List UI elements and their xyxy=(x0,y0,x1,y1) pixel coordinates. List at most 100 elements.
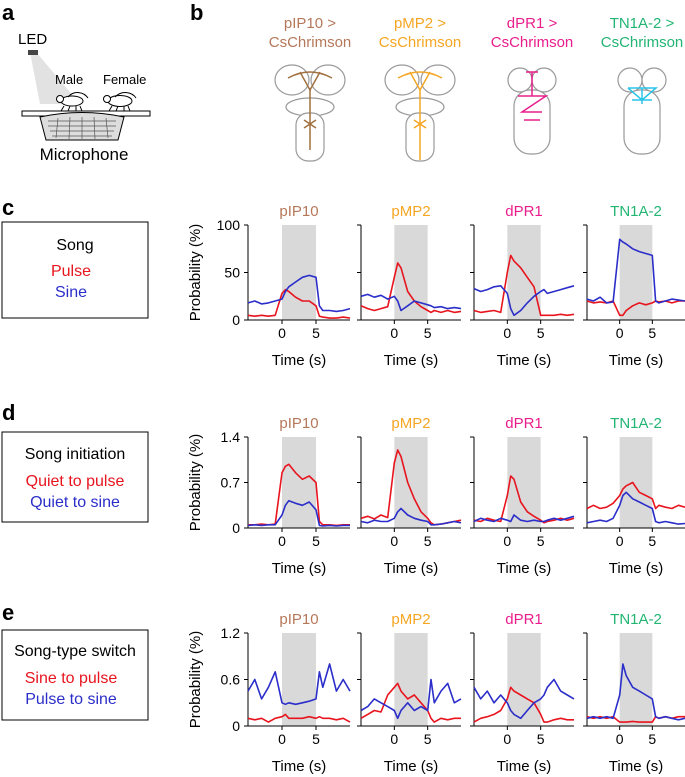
stimulus-window xyxy=(394,633,428,726)
neuron-descending-tract xyxy=(303,88,317,150)
x-tick-label: 0 xyxy=(503,731,511,747)
stimulus-window xyxy=(619,633,653,726)
legend-box xyxy=(1,629,149,721)
x-tick-label: 0 xyxy=(390,325,398,341)
x-tick-label: 0 xyxy=(390,533,398,549)
chart-title: TN1A-2 xyxy=(610,611,662,628)
chart-title: dPR1 xyxy=(505,415,543,432)
genotype-title-line2: CsChrimson xyxy=(601,34,684,51)
chart-title: TN1A-2 xyxy=(610,203,662,220)
legend-red-entry: Pulse xyxy=(51,263,91,280)
genotype-2: dPR1 > CsChrimson xyxy=(491,15,573,155)
y-tick-label: 0 xyxy=(232,718,240,734)
series-line-red xyxy=(360,262,462,314)
x-axis-label: Time (s) xyxy=(272,758,326,775)
x-tick-label: 0 xyxy=(278,731,286,747)
series-line-red xyxy=(586,481,685,510)
y-axis-label: Probability (%) xyxy=(187,434,204,532)
chart-title: pIP10 xyxy=(279,203,318,220)
chart-panel-0: pIP10 0 0.6 1.2 0 5 Time (s) xyxy=(221,611,351,775)
x-tick-label: 5 xyxy=(424,325,432,341)
x-axis-label: Time (s) xyxy=(609,758,663,775)
series-line-red xyxy=(473,254,575,317)
x-tick-label: 0 xyxy=(278,533,286,549)
led-light-beam xyxy=(30,52,80,104)
genotype-1: pMP2 > CsChrimson xyxy=(379,15,462,162)
panel-letter-d: d xyxy=(2,400,15,425)
x-tick-label: 0 xyxy=(616,731,624,747)
legend-blue-entry: Sine xyxy=(55,284,87,301)
chart-title: pIP10 xyxy=(279,415,318,432)
chart-title: dPR1 xyxy=(505,203,543,220)
male-label: Male xyxy=(55,72,83,87)
series-line-blue xyxy=(360,678,462,720)
chart-panel-2: dPR1 0 5 Time (s) xyxy=(470,203,575,369)
legend-title: Song initiation xyxy=(25,446,126,463)
x-axis-label: Time (s) xyxy=(497,758,551,775)
y-tick-label: 50 xyxy=(224,265,240,281)
legend-blue-entry: Pulse to sine xyxy=(25,691,117,708)
male-fly-icon xyxy=(56,92,89,112)
y-axis-label: Probability (%) xyxy=(187,224,204,322)
legend-title: Song-type switch xyxy=(14,643,136,660)
genotype-title-line2: CsChrimson xyxy=(379,34,462,51)
legend-d: Song initiation Quiet to pulse Quiet to … xyxy=(1,431,149,523)
y-tick-label: 0.6 xyxy=(221,672,241,688)
x-tick-label: 0 xyxy=(616,325,624,341)
y-tick-label: 0.7 xyxy=(221,475,241,491)
chart-panel-2: dPR1 0 5 Time (s) xyxy=(470,611,575,775)
x-tick-label: 5 xyxy=(312,325,320,341)
x-axis-label: Time (s) xyxy=(497,560,551,577)
series-line-red xyxy=(247,288,351,319)
female-fly-icon xyxy=(103,92,137,112)
x-tick-label: 5 xyxy=(312,731,320,747)
series-line-red xyxy=(473,686,574,723)
chart-title: TN1A-2 xyxy=(610,415,662,432)
series-line-blue xyxy=(247,274,351,313)
panel-letter-a: a xyxy=(2,0,15,25)
legend-title: Song xyxy=(56,237,93,254)
neuron-projection xyxy=(627,87,659,104)
neuron-arbor xyxy=(518,71,549,121)
chart-panel-3: TN1A-2 0 5 Time (s) xyxy=(583,611,685,775)
neuron-projection xyxy=(518,71,549,121)
genotype-0: pIP10 > CsChrimson xyxy=(269,15,352,162)
series-line-red xyxy=(247,713,351,723)
female-label: Female xyxy=(103,72,146,87)
chart-panel-0: pIP10 0 0.7 1.4 0 5 Time (s) xyxy=(221,415,350,577)
series-line-blue xyxy=(247,663,351,706)
neuron-arbor xyxy=(627,87,659,104)
stimulus-window xyxy=(507,437,541,528)
genotype-title-line2: CsChrimson xyxy=(269,34,352,51)
chart-panel-3: TN1A-2 0 5 Time (s) xyxy=(583,203,685,369)
series-line-blue xyxy=(473,678,575,720)
x-axis-label: Time (s) xyxy=(384,560,438,577)
microphone-mesh xyxy=(48,116,116,140)
y-tick-label: 0 xyxy=(232,312,240,328)
y-tick-label: 0 xyxy=(232,520,240,536)
microphone-label: Microphone xyxy=(40,145,129,164)
chart-title: pIP10 xyxy=(279,611,318,628)
x-tick-label: 5 xyxy=(424,533,432,549)
series-line-blue xyxy=(360,507,462,526)
stimulus-window xyxy=(619,437,653,528)
legend-c: Song Pulse Sine xyxy=(1,221,149,319)
series-line-blue xyxy=(360,293,462,312)
y-axis-label: Probability (%) xyxy=(187,631,204,729)
led-label: LED xyxy=(18,31,47,48)
genotype-panel: pIP10 > CsChrimson pMP2 > CsChrimson dPR1 > C… xyxy=(269,15,684,162)
brain-right-lobe xyxy=(641,67,667,93)
legend-blue-entry: Quiet to sine xyxy=(30,494,120,511)
stimulus-window xyxy=(282,437,316,528)
x-tick-label: 5 xyxy=(648,325,656,341)
x-tick-label: 5 xyxy=(537,533,545,549)
legend-e: Song-type switch Sine to pulse Pulse to … xyxy=(1,629,149,721)
panel-letter-b: b xyxy=(190,0,203,25)
led-icon xyxy=(28,50,38,55)
stimulus-window xyxy=(282,225,316,320)
series-line-blue xyxy=(473,284,575,317)
x-axis-label: Time (s) xyxy=(272,352,326,369)
